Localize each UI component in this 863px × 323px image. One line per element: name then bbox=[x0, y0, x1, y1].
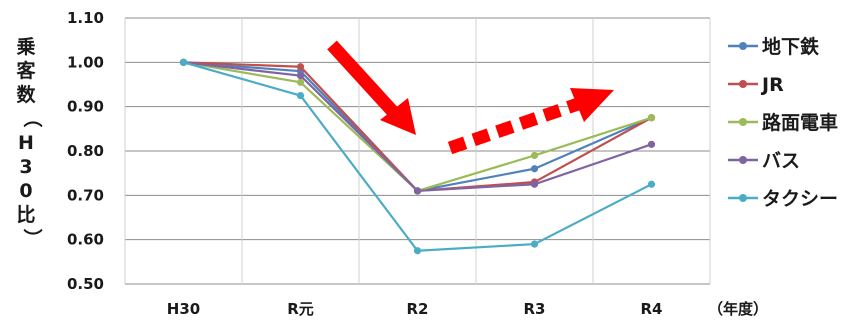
svg-text:0: 0 bbox=[19, 180, 32, 202]
svg-text:客: 客 bbox=[16, 59, 36, 82]
x-tick-label: R4 bbox=[641, 300, 663, 318]
legend-label: 路面電車 bbox=[762, 111, 838, 134]
y-axis-label-char: 0 bbox=[19, 180, 32, 202]
legend-label: タクシー bbox=[762, 188, 838, 210]
legend-label: バス bbox=[762, 150, 800, 172]
x-tick-label: H30 bbox=[167, 300, 200, 318]
legend-swatch-marker bbox=[739, 194, 747, 202]
y-axis-label-char: 3 bbox=[19, 156, 32, 178]
data-point bbox=[647, 180, 656, 188]
y-axis-label-char: 比 bbox=[16, 204, 35, 226]
recovery-arrow-shaft bbox=[447, 97, 581, 155]
y-axis-label-char: H bbox=[18, 132, 34, 154]
legend-label: 地下鉄 bbox=[762, 35, 819, 58]
y-tick-label: 1.10 bbox=[67, 9, 104, 27]
decline-arrow-shaft bbox=[327, 40, 401, 120]
data-point bbox=[296, 72, 305, 80]
trend-arrows bbox=[327, 40, 614, 155]
grid-lines bbox=[124, 17, 711, 285]
legend-swatch-marker bbox=[739, 156, 747, 164]
legend-swatch-marker bbox=[739, 118, 747, 126]
svg-text:3: 3 bbox=[19, 156, 32, 178]
svg-text:比: 比 bbox=[16, 204, 35, 226]
data-point bbox=[296, 78, 305, 86]
svg-text:）: ） bbox=[21, 228, 44, 247]
y-tick-label: 0.60 bbox=[67, 231, 104, 249]
svg-text:数: 数 bbox=[16, 83, 36, 106]
y-tick-labels: 1.10 1.00 0.90 0.80 0.70 0.60 0.50 bbox=[67, 9, 104, 293]
legend-swatch-marker bbox=[739, 42, 747, 50]
svg-text:（: （ bbox=[21, 108, 44, 127]
x-tick-label: R2 bbox=[407, 300, 429, 318]
y-axis-label-char: ） bbox=[21, 228, 44, 247]
data-point bbox=[296, 91, 305, 100]
data-point bbox=[530, 165, 539, 173]
y-tick-label: 1.00 bbox=[67, 53, 104, 71]
data-point bbox=[179, 58, 188, 66]
y-axis-label-char: 乗 bbox=[16, 36, 35, 58]
svg-text:乗: 乗 bbox=[16, 36, 35, 58]
data-point bbox=[530, 151, 539, 160]
data-point bbox=[647, 140, 656, 148]
x-tick-labels: H30 R元 R2 R3 R4 bbox=[167, 300, 663, 318]
y-axis-label-char: （ bbox=[21, 108, 44, 127]
data-point bbox=[647, 114, 656, 122]
decline-arrow-head bbox=[380, 98, 416, 135]
svg-text:H: H bbox=[18, 132, 34, 154]
y-axis-label-char: 数 bbox=[16, 83, 36, 106]
data-point bbox=[413, 187, 422, 195]
y-tick-label: 0.70 bbox=[67, 186, 104, 204]
y-tick-label: 0.80 bbox=[67, 142, 104, 160]
y-tick-label: 0.90 bbox=[67, 98, 104, 116]
x-tick-label: R3 bbox=[524, 300, 546, 318]
data-point bbox=[530, 180, 539, 188]
x-tick-label: R元 bbox=[287, 300, 314, 318]
legend-swatch-marker bbox=[739, 80, 747, 88]
legend-label: JR bbox=[760, 74, 784, 96]
data-point bbox=[413, 247, 422, 255]
recovery-arrow-head bbox=[570, 88, 614, 122]
y-axis-label-char: 客 bbox=[16, 59, 36, 82]
data-point bbox=[296, 63, 305, 71]
data-point bbox=[530, 240, 539, 248]
y-tick-label: 0.50 bbox=[67, 275, 104, 293]
series-lines bbox=[179, 58, 656, 255]
x-axis-unit: （年度） bbox=[708, 300, 768, 318]
